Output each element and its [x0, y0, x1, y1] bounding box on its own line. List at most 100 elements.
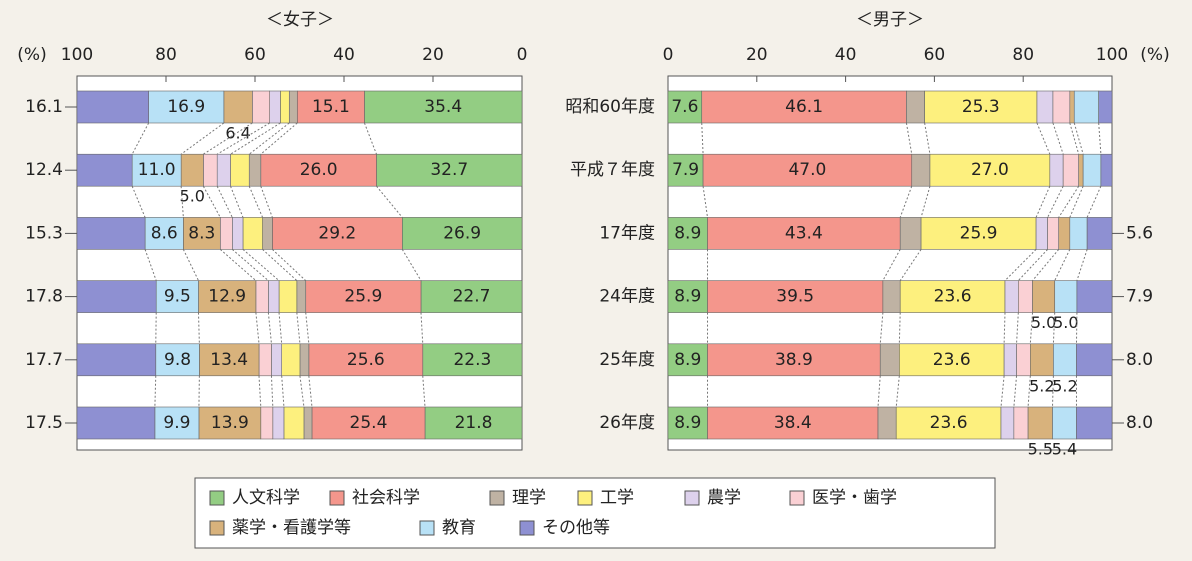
legend-swatch	[329, 490, 345, 506]
bar-segment	[76, 217, 146, 250]
bar-segment	[230, 153, 250, 187]
legend-label: 人文科学	[232, 488, 300, 508]
connector	[905, 122, 913, 155]
bar-segment	[311, 406, 426, 440]
bar-segment	[1030, 343, 1054, 377]
value-label: 17.7	[25, 350, 63, 370]
bar-segment	[929, 153, 1051, 187]
bar-segment	[1036, 90, 1054, 124]
connector	[278, 312, 283, 344]
connector	[255, 312, 260, 344]
connector	[258, 375, 262, 408]
connector	[895, 375, 900, 408]
bar-segment	[252, 90, 270, 124]
bar-segment	[667, 406, 708, 440]
connector	[1052, 312, 1056, 344]
connector	[230, 186, 244, 218]
value-label: 22.7	[453, 287, 491, 307]
connector	[299, 375, 305, 408]
bar-segment	[148, 90, 225, 124]
connector	[296, 312, 301, 344]
connector	[180, 122, 225, 155]
bar-segment	[219, 217, 233, 250]
bar-segment	[420, 280, 523, 313]
legend-swatch	[789, 490, 805, 506]
bar-segment	[223, 90, 253, 124]
connector	[270, 375, 274, 408]
bar-segment	[180, 153, 204, 187]
connector	[376, 185, 403, 218]
x-tick-label: 100	[61, 45, 93, 65]
bar-segment	[707, 406, 879, 440]
value-label: 21.8	[455, 413, 493, 433]
bar-segment	[283, 406, 305, 440]
bar-segment	[288, 90, 298, 124]
bar-segment	[248, 153, 262, 187]
x-tick-label: 60	[244, 45, 266, 65]
bar-segment	[667, 153, 704, 187]
bar-segment	[260, 153, 377, 187]
connector	[305, 312, 310, 344]
bar-segment	[1054, 280, 1078, 313]
connector	[154, 375, 157, 408]
connector	[1029, 312, 1034, 344]
value-label: 7.6	[671, 97, 698, 117]
connector	[1047, 185, 1064, 218]
value-label: 11.0	[138, 160, 176, 180]
x-tick-label: 40	[333, 45, 355, 65]
bar-segment	[155, 343, 200, 377]
value-label: 6.4	[225, 124, 250, 143]
x-tick-label: 80	[1012, 45, 1034, 65]
bar-segment	[262, 217, 273, 250]
connector	[1054, 249, 1071, 281]
connector	[1069, 122, 1080, 155]
bar-segment	[198, 280, 257, 313]
bar-segment	[144, 217, 184, 250]
bar-segment	[1052, 406, 1077, 440]
bar-segment	[667, 90, 703, 124]
bar-segment	[155, 280, 199, 313]
value-label: 12.9	[208, 287, 246, 307]
legend-label: 工学	[600, 488, 634, 508]
bar-segment	[268, 280, 280, 313]
value-label: 12.4	[25, 160, 63, 180]
value-label: 13.9	[211, 413, 249, 433]
x-tick-label: 80	[155, 45, 177, 65]
connector	[308, 375, 313, 408]
value-label: 25.9	[960, 223, 998, 243]
legend-label: 薬学・看護学等	[232, 518, 351, 538]
connector	[1052, 122, 1064, 155]
bar-segment	[1073, 90, 1099, 124]
bar-segment	[1076, 343, 1113, 377]
bar-segment	[296, 280, 307, 313]
bar-segment	[1086, 217, 1113, 250]
bar-segment	[667, 280, 708, 313]
bar-segment	[198, 406, 262, 440]
panel-title: ＜男子＞	[856, 10, 924, 30]
connector	[1003, 312, 1006, 344]
bar-segment	[258, 343, 272, 377]
bar-segment	[911, 153, 931, 187]
value-label: 5.4	[1052, 440, 1077, 459]
value-label: 25.6	[347, 350, 385, 370]
x-axis-unit: (%)	[1140, 45, 1169, 65]
bar-segment	[899, 343, 1005, 377]
bar-segment	[667, 343, 708, 377]
value-label: 29.2	[318, 223, 356, 243]
connector	[1035, 185, 1051, 218]
category-label: 26年度	[599, 413, 655, 433]
value-label: 38.4	[774, 413, 812, 433]
value-label: 47.0	[788, 160, 826, 180]
connector	[1098, 122, 1102, 155]
value-label: 43.4	[785, 223, 823, 243]
panel-title: ＜女子＞	[266, 10, 334, 30]
legend-swatch	[489, 490, 505, 506]
connector	[1027, 375, 1031, 408]
connector	[898, 312, 901, 344]
connector	[1076, 249, 1088, 281]
connector	[1004, 249, 1037, 281]
bar-segment	[260, 406, 274, 440]
bar-segment	[1082, 153, 1102, 187]
connector	[281, 375, 285, 408]
